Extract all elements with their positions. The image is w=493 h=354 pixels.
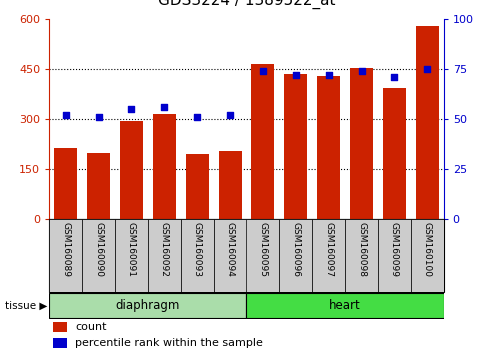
Text: GSM160098: GSM160098 [357,222,366,277]
Point [160,105,168,110]
Bar [49,219,82,292]
Bar [350,68,373,219]
Bar [54,148,77,219]
Bar [312,219,345,292]
Text: GSM160095: GSM160095 [258,222,267,277]
Text: GDS3224 / 1389522_at: GDS3224 / 1389522_at [158,0,335,9]
Text: GSM160094: GSM160094 [226,222,235,276]
Bar [115,219,148,292]
Point [193,115,201,120]
Text: GSM160099: GSM160099 [390,222,399,277]
Bar [148,219,181,292]
Point [357,69,365,74]
Point [62,113,70,118]
Bar [284,74,307,219]
Text: heart: heart [329,299,361,312]
Point [95,115,103,120]
Bar [186,154,209,219]
Bar [120,121,143,219]
Text: GSM160092: GSM160092 [160,222,169,276]
Bar [317,76,340,219]
Bar [416,26,439,219]
Bar [49,292,247,318]
Point [226,113,234,118]
Text: GSM160100: GSM160100 [423,222,432,277]
Point [423,67,431,72]
Text: GSM160096: GSM160096 [291,222,300,277]
Text: count: count [75,322,106,332]
Text: GSM160089: GSM160089 [61,222,70,277]
Bar [246,292,444,318]
Bar [87,153,110,219]
Text: percentile rank within the sample: percentile rank within the sample [75,338,263,348]
Bar [53,338,67,348]
Bar [280,219,312,292]
Bar [181,219,213,292]
Point [292,73,300,78]
Bar [251,64,275,219]
Text: GSM160091: GSM160091 [127,222,136,277]
Text: GSM160090: GSM160090 [94,222,103,277]
Point [128,107,136,112]
Bar [378,219,411,292]
Bar [383,88,406,219]
Text: GSM160097: GSM160097 [324,222,333,277]
Bar [153,114,176,219]
Point [325,73,333,78]
Bar [246,219,280,292]
Text: GSM160093: GSM160093 [193,222,202,277]
Bar [411,219,444,292]
Bar [218,151,242,219]
Bar [345,219,378,292]
Text: diaphragm: diaphragm [116,299,180,312]
Point [390,75,398,80]
Bar [213,219,246,292]
Point [259,69,267,74]
Bar [82,219,115,292]
Bar [53,322,67,332]
Text: tissue ▶: tissue ▶ [5,300,47,310]
